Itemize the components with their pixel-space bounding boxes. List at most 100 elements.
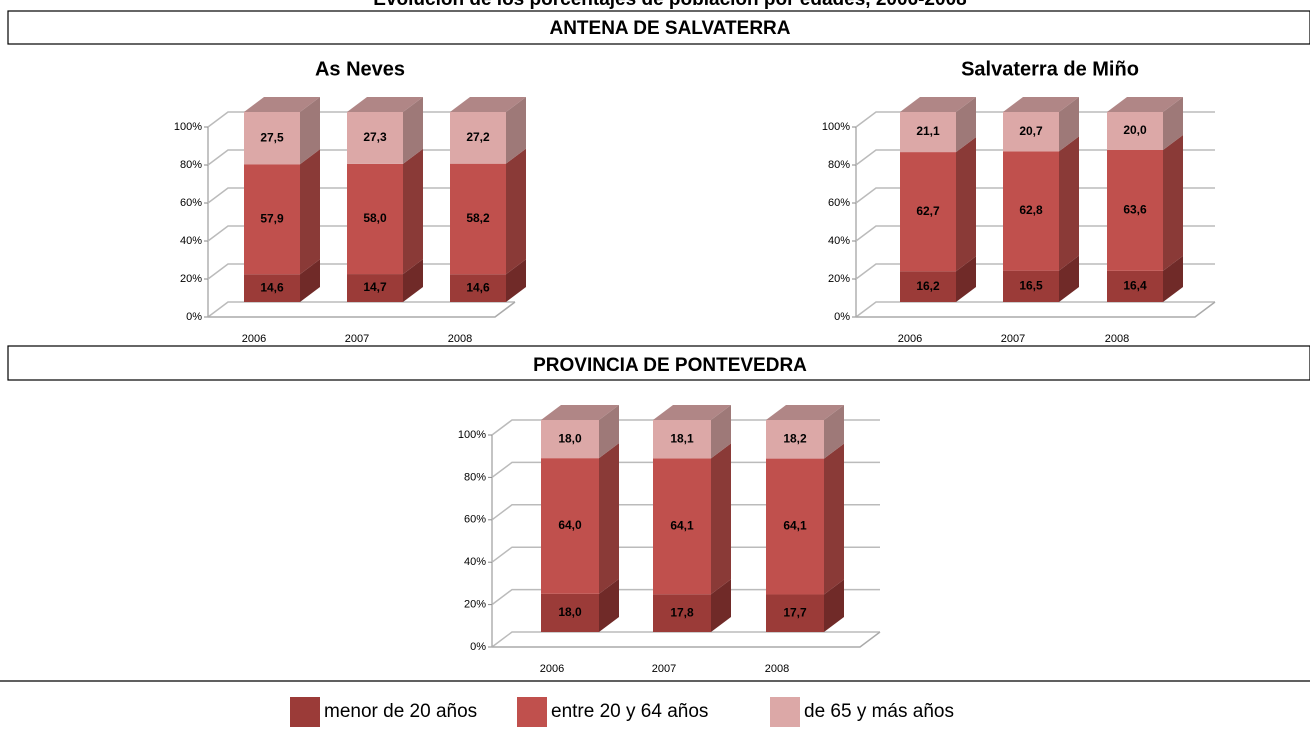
bar	[450, 112, 506, 164]
bar-side	[824, 579, 844, 632]
x-tick-label: 2006	[898, 333, 922, 345]
legend-label: menor de 20 años	[324, 701, 477, 722]
grid-line	[491, 588, 880, 606]
value-label: 64,1	[670, 518, 694, 532]
bar-side	[403, 148, 423, 275]
bar	[766, 458, 824, 595]
value-label: 18,2	[783, 431, 807, 445]
bar-side	[599, 405, 619, 459]
legend-label: de 65 y más años	[804, 701, 954, 722]
y-tick-label: 40%	[828, 235, 850, 247]
bar	[541, 458, 599, 594]
grid-line	[855, 225, 1215, 242]
value-label: 58,0	[363, 211, 387, 225]
bar	[1107, 270, 1163, 302]
x-tick-label: 2007	[345, 333, 369, 345]
bar	[244, 112, 300, 165]
grid-line	[855, 301, 1215, 318]
bar	[653, 420, 711, 459]
y-tick-label: 100%	[174, 121, 202, 133]
bar	[766, 420, 824, 459]
value-label: 62,8	[1019, 203, 1043, 217]
bar-side	[956, 137, 976, 272]
bar-side	[506, 259, 526, 302]
bar	[900, 152, 956, 272]
bar-top	[244, 97, 320, 112]
value-label: 17,7	[783, 605, 807, 619]
section-box	[7, 10, 1310, 45]
value-label: 27,2	[466, 130, 490, 144]
value-label: 17,8	[670, 605, 694, 619]
grid-line	[855, 149, 1215, 166]
y-tick-label: 40%	[180, 235, 202, 247]
bar	[900, 271, 956, 302]
value-label: 18,1	[670, 431, 694, 445]
grid-line	[855, 111, 1215, 128]
x-tick-label: 2006	[242, 333, 266, 345]
bar-side	[403, 259, 423, 302]
bar-side	[599, 578, 619, 632]
bar	[347, 112, 403, 164]
chart-title: As Neves	[315, 58, 405, 80]
legend-swatch	[517, 697, 547, 727]
floor	[208, 301, 516, 318]
y-tick-label: 80%	[180, 159, 202, 171]
value-label: 20,0	[1123, 123, 1147, 137]
bar-side	[300, 97, 320, 165]
bar-side	[711, 579, 731, 632]
grid-line	[855, 187, 1215, 204]
bar	[653, 458, 711, 595]
bar-side	[403, 97, 423, 164]
value-label: 27,5	[260, 130, 284, 144]
bar-side	[956, 256, 976, 302]
bar-side	[506, 97, 526, 164]
grid-line	[491, 419, 880, 436]
x-tick-label: 2008	[448, 333, 472, 345]
y-tick-label: 0%	[186, 311, 202, 323]
bar-top	[900, 97, 976, 112]
grid-line	[491, 461, 880, 478]
bar-side	[1059, 97, 1079, 152]
legend-swatch	[770, 697, 800, 727]
bar-top	[450, 97, 526, 112]
floor	[856, 301, 1216, 318]
chart-title: Salvaterra de Miño	[961, 58, 1139, 80]
value-label: 16,5	[1019, 278, 1043, 292]
section-title: PROVINCIA DE PONTEVEDRA	[533, 355, 807, 376]
value-label: 18,0	[558, 431, 582, 445]
bar-top	[1107, 97, 1183, 112]
page-title: Evolución de los porcentajes de població…	[373, 0, 966, 10]
y-tick-label: 80%	[464, 471, 486, 483]
grid-line	[491, 546, 880, 563]
bar-top	[1003, 97, 1079, 112]
grid-line	[207, 301, 515, 318]
bar	[653, 594, 711, 632]
value-label: 58,2	[466, 211, 490, 225]
bar-side	[711, 405, 731, 459]
bar	[1107, 150, 1163, 271]
y-tick-label: 60%	[180, 197, 202, 209]
bar	[541, 420, 599, 459]
bar	[1003, 112, 1059, 152]
section-box	[7, 345, 1310, 381]
value-label: 64,1	[783, 519, 807, 533]
y-tick-label: 100%	[822, 121, 850, 133]
value-label: 18,0	[558, 605, 582, 619]
legend-label: entre 20 y 64 años	[551, 701, 708, 722]
bar	[766, 594, 824, 632]
bar-side	[1163, 255, 1183, 302]
y-tick-label: 60%	[828, 197, 850, 209]
value-label: 14,6	[466, 280, 490, 294]
bar	[1003, 151, 1059, 271]
value-label: 64,0	[558, 518, 582, 532]
bar-top	[347, 97, 423, 112]
bar	[347, 274, 403, 302]
bar	[1003, 270, 1059, 302]
bar-side	[824, 405, 844, 459]
bar-side	[599, 443, 619, 594]
y-tick-label: 0%	[470, 641, 486, 653]
bar-side	[300, 259, 320, 302]
bar	[450, 274, 506, 302]
value-label: 57,9	[260, 211, 284, 225]
